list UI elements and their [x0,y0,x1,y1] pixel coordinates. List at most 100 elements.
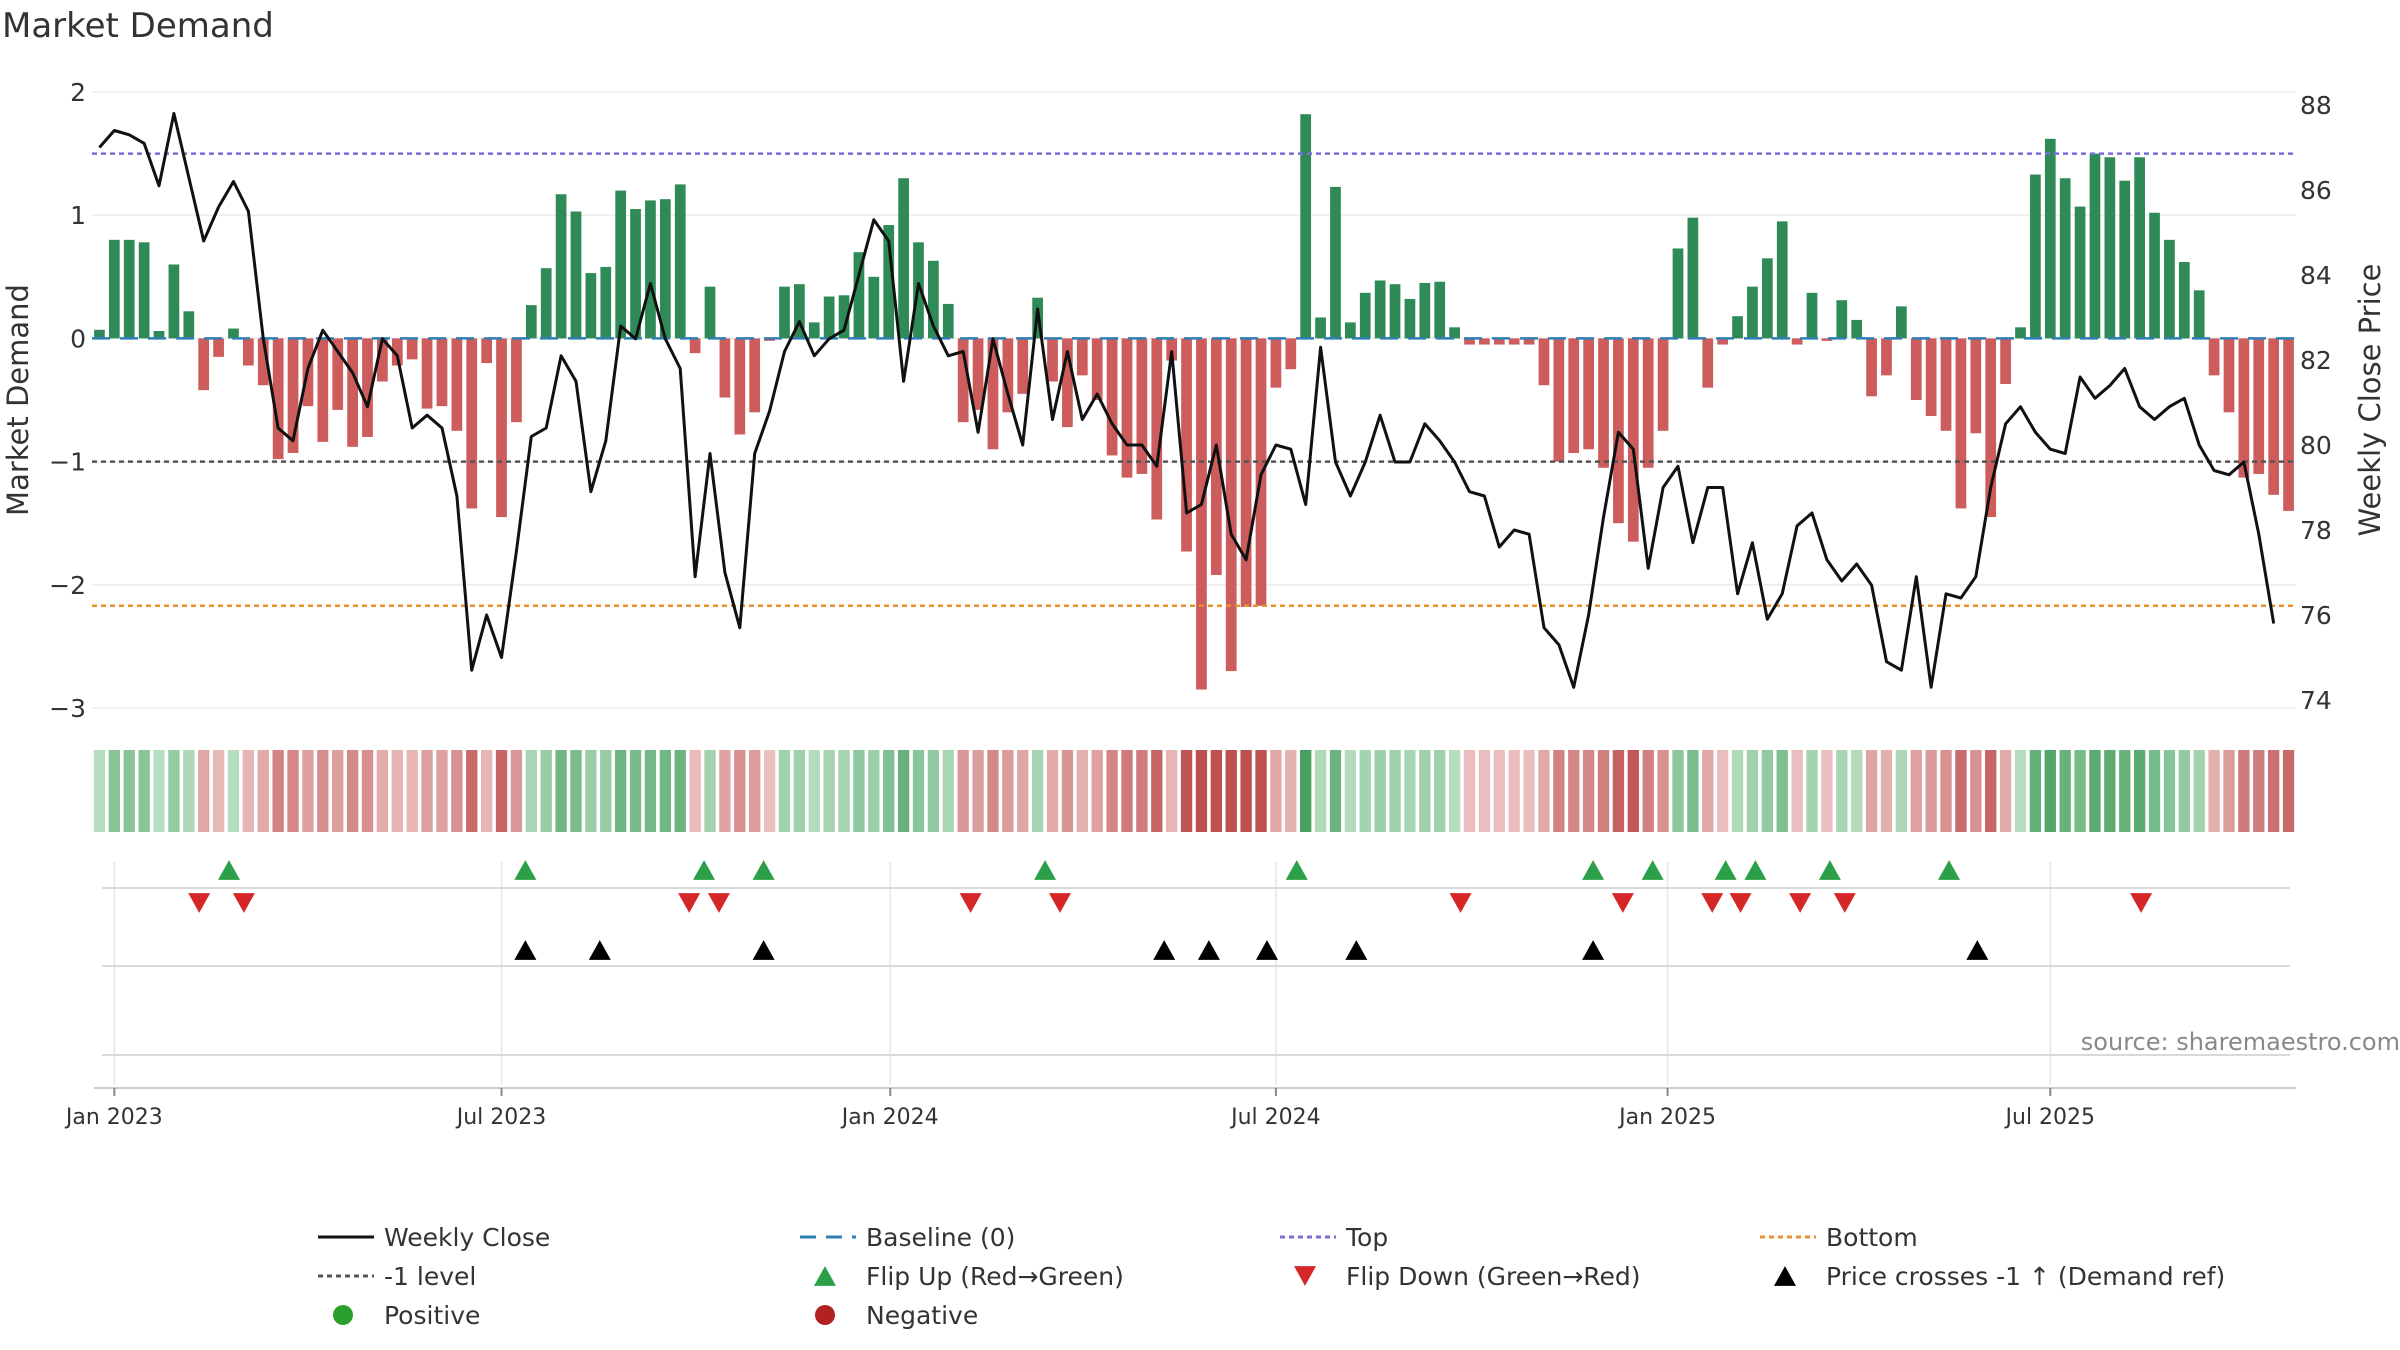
heat-cell-positive [1300,750,1312,832]
positive-bar [94,329,105,339]
heat-cell-negative [1880,750,1893,832]
heat-cell-positive [1836,750,1848,832]
heat-cell-negative [332,750,344,832]
negative-bar [1910,338,1922,400]
heat-cell-positive [1731,750,1744,832]
negative-bar [1508,338,1520,345]
heat-cell-positive [227,750,240,832]
flip-up-marker [1714,860,1737,880]
negative-bar [734,338,746,435]
legend-label: Baseline (0) [866,1223,1015,1252]
reference-lines [92,152,2296,607]
flip-up-marker [1582,860,1605,880]
negative-bar [1106,338,1118,456]
positive-bar [2119,180,2131,339]
positive-bar [168,264,180,339]
negative-bar [2238,338,2250,478]
flip-up-marker [1641,860,1664,880]
negative-bar [1091,338,1103,400]
legend-label: Negative [866,1301,978,1330]
price-cross-marker [1153,940,1176,960]
negative-bar [377,338,388,382]
positive-bar [1836,300,1848,339]
heat-cell-positive [2029,750,2042,832]
negative-bar [1210,338,1222,575]
heat-cell-positive [1434,750,1446,832]
negative-bar [1821,338,1833,341]
weekly-close-line [98,112,2276,689]
positive-bar [630,209,641,339]
positive-bar [555,194,567,339]
negative-bar [1121,338,1133,478]
price-cross-marker [1197,940,1220,960]
heat-cell-negative [1523,750,1535,832]
negative-bar [1196,338,1207,690]
y-tick-label-left: 2 [70,78,86,107]
negative-bar [1062,338,1073,428]
y-tick-label-right: 78 [2300,516,2332,545]
negative-bar [1240,338,1252,607]
heat-cell-positive [2119,750,2131,832]
negative-bar [1017,338,1029,394]
flip-down-marker [188,893,211,913]
gridlines [92,91,2296,1085]
heat-cell-negative [749,750,761,832]
positive-bar [615,190,627,339]
heat-cell-negative [2268,750,2280,832]
flip-down-marker [1611,893,1634,913]
heat-cell-negative [495,750,508,832]
heat-cell-negative [1612,750,1625,832]
negative-bar [1717,338,1729,345]
positive-bar [138,242,150,339]
heat-cell-negative [734,750,746,832]
negative-bar [1479,338,1490,345]
positive-bar [1672,248,1684,339]
negative-bar [1583,338,1594,450]
negative-bar [391,338,403,366]
heat-cell-positive [1031,750,1044,832]
positive-bar [942,303,954,339]
negative-bar [1940,338,1952,431]
positive-bar [2164,239,2175,339]
positive-bar [645,200,656,339]
positive-bar [540,268,552,339]
positive-bar [1896,306,1907,339]
negative-bar [2268,338,2280,495]
negative-bar [1642,338,1654,468]
heat-cell-positive [555,750,567,832]
price-cross-marker [1582,940,1605,960]
heat-cell-positive [1746,750,1759,832]
y-tick-label-right: 76 [2300,601,2332,630]
heat-cell-negative [2282,750,2295,832]
flip-down-marker [1449,893,1472,913]
heat-cell-positive [674,750,686,832]
price-cross-marker [1255,940,1278,960]
negative-bar [1702,338,1714,388]
positive-bar [2089,153,2101,339]
negative-bar [1955,338,1967,509]
positive-bar [153,331,165,339]
negative-bar [1598,338,1609,468]
flip-up-marker [1744,860,1767,880]
y-tick-label-right: 82 [2300,346,2332,375]
heat-cell-negative [510,750,523,832]
negative-bar [719,338,731,398]
heat-cell-negative [1657,750,1669,832]
negative-bar [287,338,299,453]
heat-cell-negative [212,750,225,832]
positive-bar [600,266,612,339]
heat-cell-positive [183,750,195,832]
positive-bar [2059,178,2071,339]
heat-cell-positive [138,750,150,832]
positive-bar [1687,217,1699,339]
heat-cell-negative [1463,750,1476,832]
positive-bar [674,184,686,339]
heat-cell-negative [2208,750,2220,832]
heat-cell-negative [763,750,776,832]
legend-swatch [1294,1266,1316,1286]
negative-bar [466,338,478,509]
negative-bar [1493,338,1505,345]
heat-cell-negative [242,750,255,832]
heat-cell-positive [2044,750,2056,832]
heat-cell-negative [287,750,299,832]
